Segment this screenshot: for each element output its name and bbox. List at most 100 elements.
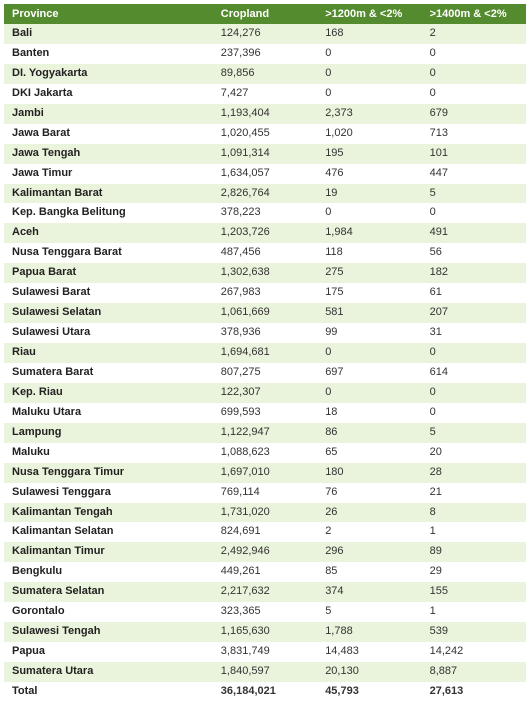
cell-c1400: 491: [422, 223, 526, 243]
col-header-cropland: Cropland: [213, 4, 317, 24]
table-row: Sulawesi Tenggara769,1147621: [4, 483, 526, 503]
table-row: Jambi1,193,4042,373679: [4, 104, 526, 124]
table-row: Kalimantan Selatan824,69121: [4, 522, 526, 542]
cell-c1200: 14,483: [317, 642, 421, 662]
total-row: Total36,184,02145,79327,613: [4, 682, 526, 702]
cell-c1200: 0: [317, 64, 421, 84]
table-row: Nusa Tenggara Barat487,45611856: [4, 243, 526, 263]
cell-c1200: 2,373: [317, 104, 421, 124]
cell-c1400: 155: [422, 582, 526, 602]
cell-c1200: 65: [317, 443, 421, 463]
cell-province: Kep. Riau: [4, 383, 213, 403]
cell-cropland: 1,840,597: [213, 662, 317, 682]
cell-c1200: 168: [317, 24, 421, 44]
table-row: Sumatera Selatan2,217,632374155: [4, 582, 526, 602]
cell-c1200: 99: [317, 323, 421, 343]
cell-cropland: 89,856: [213, 64, 317, 84]
table-row: Lampung1,122,947865: [4, 423, 526, 443]
cell-c1200: 1,788: [317, 622, 421, 642]
cell-province: Jawa Timur: [4, 164, 213, 184]
cell-province: Sulawesi Barat: [4, 283, 213, 303]
table-row: Riau1,694,68100: [4, 343, 526, 363]
cell-c1400: 101: [422, 144, 526, 164]
cell-c1400: 2: [422, 24, 526, 44]
cell-province: Nusa Tenggara Timur: [4, 463, 213, 483]
cell-province: Kalimantan Timur: [4, 542, 213, 562]
cell-cropland: 2,492,946: [213, 542, 317, 562]
table-row: Kalimantan Timur2,492,94629689: [4, 542, 526, 562]
col-header-province: Province: [4, 4, 213, 24]
cell-c1200: 0: [317, 383, 421, 403]
cell-province: DI. Yogyakarta: [4, 64, 213, 84]
table-row: Nusa Tenggara Timur1,697,01018028: [4, 463, 526, 483]
table-row: Kep. Bangka Belitung378,22300: [4, 203, 526, 223]
cell-province: Jawa Tengah: [4, 144, 213, 164]
table-row: Banten237,39600: [4, 44, 526, 64]
cell-cropland: 699,593: [213, 403, 317, 423]
table-row: Jawa Tengah1,091,314195101: [4, 144, 526, 164]
cell-c1400: 182: [422, 263, 526, 283]
cell-province: Sumatera Barat: [4, 363, 213, 383]
cell-cropland: 769,114: [213, 483, 317, 503]
cell-c1200: 118: [317, 243, 421, 263]
cell-province: Sulawesi Utara: [4, 323, 213, 343]
cell-province: Gorontalo: [4, 602, 213, 622]
header-row: Province Cropland >1200m & <2% >1400m & …: [4, 4, 526, 24]
col-header-1400m: >1400m & <2%: [422, 4, 526, 24]
cell-cropland: 1,634,057: [213, 164, 317, 184]
cell-province: DKI Jakarta: [4, 84, 213, 104]
cell-province: Kep. Bangka Belitung: [4, 203, 213, 223]
cell-province: Bengkulu: [4, 562, 213, 582]
cell-c1400: 1: [422, 522, 526, 542]
cell-c1400: 0: [422, 44, 526, 64]
cell-c1400: 0: [422, 343, 526, 363]
cell-cropland: 1,165,630: [213, 622, 317, 642]
cell-c1400: 31: [422, 323, 526, 343]
cell-c1200: 296: [317, 542, 421, 562]
cell-c1400: 14,242: [422, 642, 526, 662]
cell-cropland: 487,456: [213, 243, 317, 263]
table-row: DKI Jakarta7,42700: [4, 84, 526, 104]
table-row: Kep. Riau122,30700: [4, 383, 526, 403]
table-row: Sumatera Barat807,275697614: [4, 363, 526, 383]
cell-province: Maluku: [4, 443, 213, 463]
cell-c1200: 0: [317, 343, 421, 363]
cell-c1200: 86: [317, 423, 421, 443]
cell-cropland: 449,261: [213, 562, 317, 582]
table-row: DI. Yogyakarta89,85600: [4, 64, 526, 84]
cell-c1400: 8,887: [422, 662, 526, 682]
cell-c1200: 180: [317, 463, 421, 483]
cell-cropland: 1,203,726: [213, 223, 317, 243]
table-row: Aceh1,203,7261,984491: [4, 223, 526, 243]
cell-c1400: 5: [422, 423, 526, 443]
cell-c1400: 0: [422, 403, 526, 423]
province-cropland-table: Province Cropland >1200m & <2% >1400m & …: [4, 4, 526, 702]
cell-c1400: 0: [422, 84, 526, 104]
cell-province: Sulawesi Selatan: [4, 303, 213, 323]
cell-province: Jawa Barat: [4, 124, 213, 144]
cell-c1200: 85: [317, 562, 421, 582]
table-row: Papua Barat1,302,638275182: [4, 263, 526, 283]
cell-c1400: 1: [422, 602, 526, 622]
cell-c1400: 89: [422, 542, 526, 562]
cell-cropland: 1,061,669: [213, 303, 317, 323]
cell-c1400: 0: [422, 64, 526, 84]
cell-province: Sulawesi Tenggara: [4, 483, 213, 503]
cell-province: Kalimantan Tengah: [4, 503, 213, 523]
table-row: Kalimantan Tengah1,731,020268: [4, 503, 526, 523]
cell-c1200: 18: [317, 403, 421, 423]
cell-c1400: 679: [422, 104, 526, 124]
table-row: Sulawesi Utara378,9369931: [4, 323, 526, 343]
table-row: Papua3,831,74914,48314,242: [4, 642, 526, 662]
cell-province: Riau: [4, 343, 213, 363]
cell-c1400: 713: [422, 124, 526, 144]
cell-cropland: 824,691: [213, 522, 317, 542]
cell-c1200: 1,020: [317, 124, 421, 144]
cell-cropland: 1,697,010: [213, 463, 317, 483]
cell-c1400: 21: [422, 483, 526, 503]
cell-province: Sumatera Selatan: [4, 582, 213, 602]
cell-province: Sulawesi Tengah: [4, 622, 213, 642]
cell-province: Banten: [4, 44, 213, 64]
cell-cropland: 323,365: [213, 602, 317, 622]
cell-c1400: 28: [422, 463, 526, 483]
